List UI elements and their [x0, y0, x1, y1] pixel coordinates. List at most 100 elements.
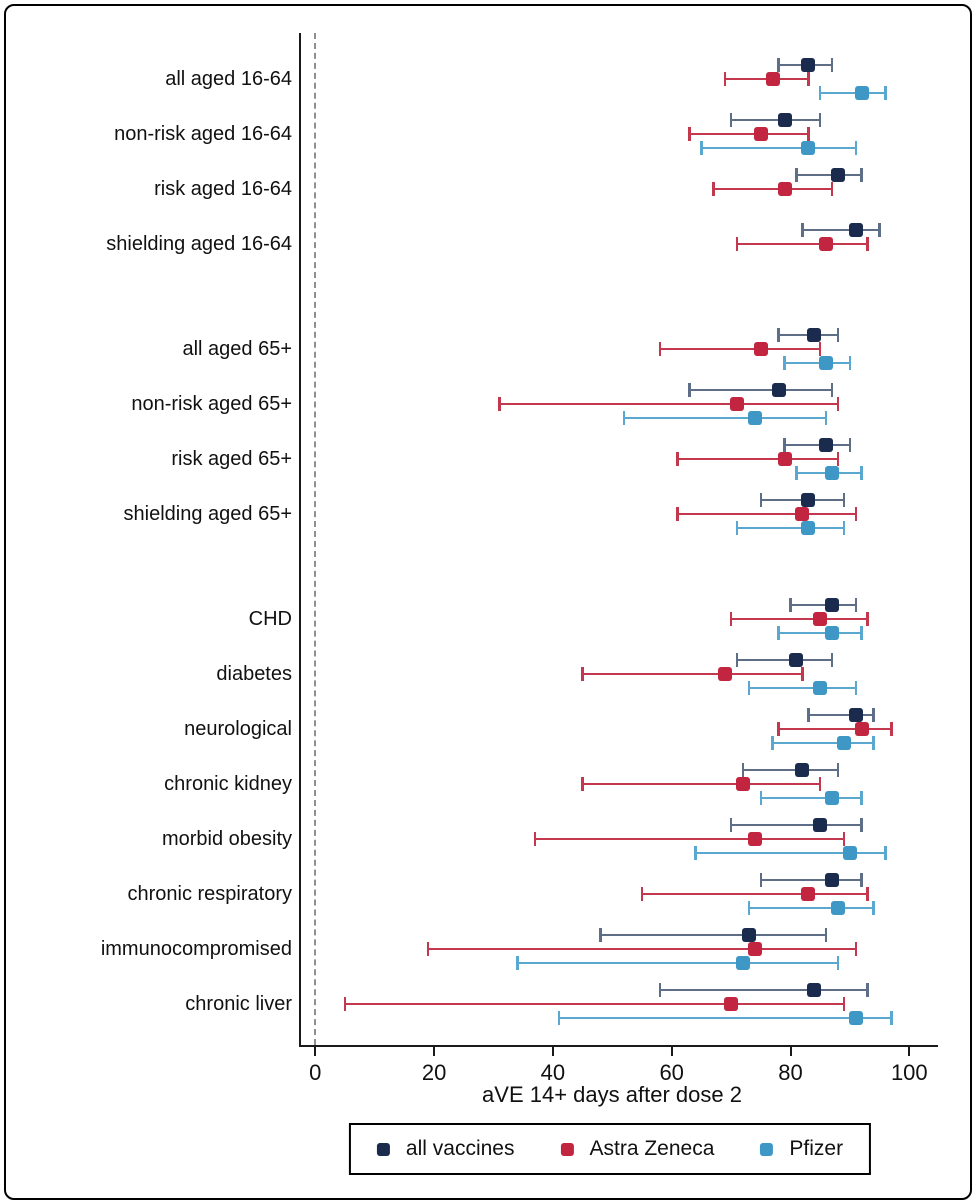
all_vaccines-ci-cap — [729, 818, 733, 832]
astra_zeneca-ci-cap — [688, 127, 691, 141]
astra_zeneca-point-marker — [819, 237, 834, 251]
all_vaccines-ci-cap — [759, 873, 763, 887]
category-label: neurological — [184, 718, 292, 740]
category-label: non-risk aged 16-64 — [114, 123, 292, 145]
astra_zeneca-point-marker — [753, 342, 768, 356]
all_vaccines-ci-cap — [783, 438, 786, 452]
all_vaccines-ci-line — [737, 658, 833, 662]
x-axis-tick-label: 40 — [540, 1060, 566, 1085]
pfizer-point-marker — [735, 956, 750, 970]
astra_zeneca-point-marker — [777, 182, 792, 196]
astra_zeneca-ci-line — [677, 512, 856, 516]
all_vaccines-ci-line — [600, 933, 827, 937]
all_vaccines-point-marker — [741, 928, 756, 942]
all_vaccines-ci-line — [784, 443, 850, 447]
legend-label-astra-zeneca: Astra Zeneca — [589, 1137, 715, 1160]
astra_zeneca-ci-line — [499, 402, 839, 406]
all_vaccines-ci-cap — [842, 493, 846, 507]
all_vaccines-ci-cap — [801, 223, 804, 237]
all_vaccines-ci-line — [731, 118, 821, 122]
astra_zeneca-ci-line — [713, 187, 833, 191]
astra_zeneca-ci-cap — [676, 507, 679, 521]
all_vaccines-ci-cap — [759, 493, 763, 507]
all_vaccines-point-marker — [807, 983, 822, 997]
all_vaccines-point-marker — [848, 708, 863, 722]
all_vaccines-point-marker — [813, 818, 828, 832]
pfizer-ci-line — [772, 741, 874, 745]
all_vaccines-ci-cap — [658, 983, 662, 997]
all_vaccines-ci-line — [689, 388, 833, 392]
pfizer-point-marker — [819, 356, 834, 370]
astra_zeneca-point-marker — [747, 832, 762, 846]
all_vaccines-point-marker — [801, 58, 816, 72]
category-label: morbid obesity — [161, 828, 292, 850]
astra_zeneca-ci-line — [535, 837, 844, 841]
x-axis-tick-label: 60 — [659, 1060, 684, 1085]
astra-zeneca-marker-icon — [560, 1142, 574, 1156]
astra_zeneca-point-marker — [718, 667, 733, 681]
pfizer-ci-line — [820, 91, 886, 95]
all_vaccines-point-marker — [801, 493, 816, 507]
pfizer-point-marker — [842, 846, 857, 860]
all_vaccines-ci-cap — [795, 168, 798, 182]
pfizer-ci-cap — [890, 1011, 893, 1025]
astra_zeneca-ci-cap — [842, 832, 846, 846]
astra_zeneca-ci-cap — [343, 997, 347, 1011]
all_vaccines-point-marker — [789, 653, 804, 667]
pfizer-point-marker — [848, 1011, 863, 1025]
x-axis-title: aVE 14+ days after dose 2 — [482, 1082, 742, 1107]
pfizer-point-marker — [825, 791, 840, 805]
pfizer-point-marker — [836, 736, 851, 750]
astra_zeneca-ci-cap — [818, 342, 822, 356]
all_vaccines-point-marker — [825, 873, 840, 887]
legend-item-pfizer: Pfizer — [760, 1137, 843, 1161]
pfizer-point-marker — [831, 901, 846, 915]
all_vaccines-point-marker — [848, 223, 863, 237]
astra_zeneca-ci-cap — [801, 667, 804, 681]
astra_zeneca-ci-cap — [729, 612, 733, 626]
astra_zeneca-ci-line — [737, 242, 868, 246]
legend-label-pfizer: Pfizer — [789, 1137, 844, 1160]
zero-reference-line — [314, 33, 317, 1045]
pfizer-ci-cap — [842, 521, 846, 535]
all_vaccines-ci-cap — [599, 928, 602, 942]
all_vaccines-ci-cap — [777, 58, 780, 72]
all_vaccines-ci-cap — [878, 223, 881, 237]
x-axis-tick — [789, 1047, 792, 1056]
astra_zeneca-ci-cap — [498, 397, 501, 411]
pfizer-ci-cap — [872, 901, 875, 915]
pfizer-ci-line — [558, 1016, 892, 1020]
pfizer-ci-line — [778, 631, 862, 635]
pfizer-ci-line — [701, 146, 856, 150]
pfizer-ci-line — [737, 526, 844, 530]
astra_zeneca-point-marker — [801, 887, 816, 901]
legend-label-all-vaccines: all vaccines — [405, 1137, 515, 1160]
all_vaccines-point-marker — [819, 438, 834, 452]
pfizer-ci-cap — [872, 736, 875, 750]
pfizer-ci-cap — [557, 1011, 561, 1025]
astra_zeneca-point-marker — [765, 72, 780, 86]
all_vaccines-ci-cap — [848, 438, 852, 452]
pfizer-point-marker — [747, 411, 762, 425]
all_vaccines-ci-cap — [741, 763, 745, 777]
astra_zeneca-ci-cap — [866, 237, 869, 251]
legend-item-astra-zeneca: Astra Zeneca — [560, 1137, 714, 1161]
category-label: diabetes — [216, 663, 292, 685]
astra_zeneca-ci-cap — [807, 127, 810, 141]
astra_zeneca-ci-line — [677, 457, 838, 461]
astra_zeneca-ci-line — [582, 782, 821, 786]
all_vaccines-ci-cap — [777, 328, 780, 342]
astra_zeneca-ci-cap — [581, 777, 584, 791]
astra_zeneca-ci-cap — [890, 722, 893, 736]
all_vaccines-point-marker — [807, 328, 822, 342]
all_vaccines-ci-line — [802, 228, 880, 232]
astra_zeneca-point-marker — [747, 942, 762, 956]
all_vaccines-ci-cap — [836, 763, 840, 777]
pfizer-ci-cap — [735, 521, 739, 535]
all_vaccines-ci-cap — [860, 818, 864, 832]
astra_zeneca-ci-cap — [777, 722, 780, 736]
x-axis-tick-label: 80 — [778, 1060, 803, 1085]
astra_zeneca-ci-cap — [581, 667, 584, 681]
